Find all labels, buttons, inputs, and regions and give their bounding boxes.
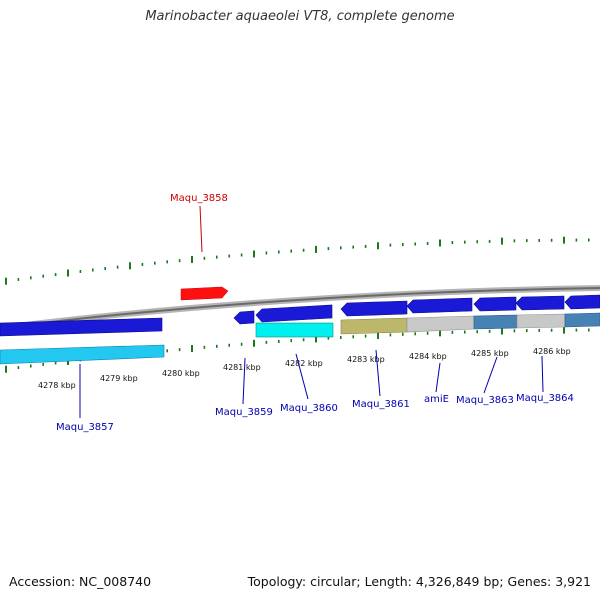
leader-line bbox=[199, 205, 203, 253]
tick-label: 4281 kbp bbox=[223, 363, 261, 372]
gene-maqu-3859-cds[interactable] bbox=[233, 310, 255, 325]
accession-text: Accession: NC_008740 bbox=[9, 574, 152, 589]
gene-maqu-3860-cds[interactable] bbox=[255, 304, 333, 323]
leader-line bbox=[483, 356, 498, 394]
map-title: Marinobacter aquaeolei VT8, complete gen… bbox=[145, 9, 455, 24]
kbp-tick-labels: 4278 kbp 4279 kbp 4280 kbp 4281 kbp 4282… bbox=[38, 347, 571, 390]
gene-label-maqu-3863[interactable]: Maqu_3863 bbox=[456, 395, 514, 406]
gene-labels: Maqu_3857 Maqu_3858 Maqu_3859 Maqu_3860 … bbox=[56, 193, 574, 433]
tick-label: 4285 kbp bbox=[471, 349, 509, 358]
gene-next-cds[interactable] bbox=[564, 294, 600, 310]
gene-label-maqu-3860[interactable]: Maqu_3860 bbox=[280, 403, 338, 414]
backbone-arc-line bbox=[0, 287, 600, 329]
gene-label-maqu-3859[interactable]: Maqu_3859 bbox=[215, 407, 273, 418]
gene-label-leaders bbox=[79, 205, 544, 418]
tick-label: 4284 kbp bbox=[409, 352, 447, 361]
gene-maqu-3858-pseudo[interactable] bbox=[180, 286, 229, 301]
tick-label: 4278 kbp bbox=[38, 381, 76, 390]
gene-label-maqu-3864[interactable]: Maqu_3864 bbox=[516, 393, 574, 404]
outer-tick-marks bbox=[5, 236, 590, 285]
tick-label: 4283 kbp bbox=[347, 355, 385, 364]
leader-line bbox=[541, 355, 544, 393]
gene-maqu-3861-cds[interactable] bbox=[340, 300, 408, 317]
product-maqu-3857[interactable] bbox=[0, 344, 165, 365]
tick-label: 4279 kbp bbox=[100, 374, 138, 383]
product-maqu-3863[interactable] bbox=[473, 314, 518, 330]
product-amie[interactable] bbox=[406, 315, 475, 333]
leader-line bbox=[375, 349, 381, 397]
gene-label-maqu-3858[interactable]: Maqu_3858 bbox=[170, 193, 228, 204]
tick-label: 4282 kbp bbox=[285, 359, 323, 368]
product-maqu-3864[interactable] bbox=[516, 313, 566, 329]
forward-strand bbox=[0, 286, 600, 337]
tick-label: 4286 kbp bbox=[533, 347, 571, 356]
gene-label-amie[interactable]: amiE bbox=[424, 394, 449, 405]
product-maqu-3860[interactable] bbox=[255, 322, 334, 338]
gene-maqu-3857-cds[interactable] bbox=[0, 317, 163, 337]
gene-amie-cds[interactable] bbox=[406, 297, 473, 314]
leader-line bbox=[435, 362, 441, 393]
product-maqu-3861[interactable] bbox=[340, 317, 408, 335]
gene-label-maqu-3861[interactable]: Maqu_3861 bbox=[352, 399, 410, 410]
genome-summary-text: Topology: circular; Length: 4,326,849 bp… bbox=[247, 574, 591, 589]
gene-maqu-3863-cds[interactable] bbox=[473, 296, 517, 312]
leader-line bbox=[242, 357, 246, 405]
tick-label: 4280 kbp bbox=[162, 369, 200, 378]
gene-maqu-3864-cds[interactable] bbox=[515, 295, 565, 311]
leader-line bbox=[295, 353, 309, 400]
product-next[interactable] bbox=[564, 312, 600, 328]
product-strand bbox=[0, 312, 600, 365]
gene-label-maqu-3857[interactable]: Maqu_3857 bbox=[56, 422, 114, 433]
